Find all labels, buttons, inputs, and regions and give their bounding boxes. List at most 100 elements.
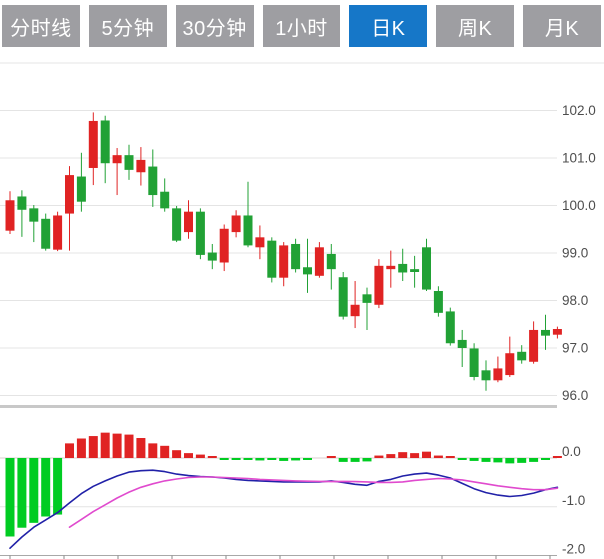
candle-body [112,155,122,164]
dea-line [68,476,559,529]
macd-histogram-bar [469,458,479,461]
candle-body [243,215,253,246]
candle-body [517,351,527,361]
macd-histogram-bar [433,455,443,458]
tab-timeframe-1[interactable]: 5分钟 [88,5,167,47]
tab-timeframe-0[interactable]: 分时线 [2,5,80,47]
candle-body [29,208,39,222]
macd-histogram-bar [124,434,134,458]
macd-histogram-bar [517,458,527,463]
candle-body [481,370,491,381]
candle-body [184,211,193,233]
candle-body [338,277,348,317]
candle-body [493,368,503,381]
candle-body [53,215,63,250]
macd-histogram-bar [100,432,110,458]
macd-histogram-bar [65,443,74,458]
candle-body [362,294,372,303]
candle-body [410,269,420,272]
macd-histogram-bar [493,458,503,463]
candle-body [207,252,217,261]
macd-histogram-bar [457,458,467,460]
dif-line [9,469,559,550]
tab-timeframe-6[interactable]: 月K [523,5,602,47]
candle-body [541,329,550,336]
tab-timeframe-3[interactable]: 1小时 [262,5,341,47]
macd-histogram-bar [53,458,63,515]
macd-histogram-bar [386,454,396,458]
macd-histogram-bar [88,436,98,458]
macd-histogram-bar [29,458,39,523]
candle-body [457,339,467,348]
macd-histogram-bar [136,438,146,458]
y-axis-label-macd: -2.0 [562,542,585,557]
candle-body [433,291,443,313]
macd-histogram-bar [445,456,455,458]
macd-histogram-bar [195,454,205,458]
macd-histogram-bar [326,456,336,458]
macd-histogram-bar [184,453,193,458]
macd-histogram-bar [243,458,253,460]
macd-histogram-bar [422,451,431,458]
candle-body [552,329,562,335]
macd-histogram-bar [267,458,277,460]
macd-histogram-bar [398,452,408,458]
macd-histogram-bar [41,458,51,517]
candle-body [326,253,336,270]
candle-body [445,311,455,344]
y-axis-label-price: 98.0 [562,293,588,308]
candle-body [303,267,312,275]
candle-body [374,265,384,305]
candle-body [65,175,74,214]
tab-timeframe-2[interactable]: 30分钟 [175,5,254,47]
macd-histogram-bar [552,456,562,458]
tab-timeframe-5[interactable]: 周K [436,5,515,47]
y-axis-label-price: 102.0 [562,103,596,118]
y-axis-label-price: 99.0 [562,246,588,261]
macd-histogram-bar [291,458,301,461]
timeframe-tabbar: 分时线 5分钟 30分钟 1小时 日K 周K 月K [2,5,602,47]
macd-histogram-bar [148,443,158,458]
y-axis-label-price: 97.0 [562,341,588,356]
candle-body [5,200,15,231]
candle-body [195,211,205,255]
candle-body [386,265,396,270]
macd-histogram-bar [255,458,265,461]
candle-body [314,247,324,276]
macd-histogram-bar [481,458,491,462]
candle-body [100,120,110,164]
tab-timeframe-4[interactable]: 日K [349,5,428,47]
candle-body [231,215,241,233]
y-axis-label-price: 101.0 [562,151,596,166]
macd-histogram-bar [231,458,241,460]
y-axis-label-macd: 0.0 [562,444,581,459]
candle-body [279,245,289,278]
y-axis-label-macd: -1.0 [562,493,585,508]
macd-histogram-bar [279,458,289,461]
candle-body [148,166,158,196]
macd-histogram-bar [541,458,550,460]
macd-histogram-bar [5,458,15,537]
panel-separator [0,405,557,408]
candle-body [350,304,360,317]
candle-body [17,196,27,210]
candle-body [76,176,86,202]
macd-histogram-bar [17,458,27,528]
y-axis-label-price: 100.0 [562,198,596,213]
macd-histogram-bar [207,456,217,458]
macd-histogram-bar [338,458,348,462]
candle-body [160,191,170,209]
macd-histogram-bar [219,458,229,460]
candle-body [219,228,229,263]
candle-body [529,329,539,362]
candle-body [422,247,431,290]
macd-histogram-bar [303,458,312,460]
macd-histogram-bar [172,450,182,458]
candle-body [291,243,301,270]
macd-histogram-bar [529,458,539,462]
candle-body [88,120,98,168]
macd-histogram-bar [505,458,515,464]
candle-body [136,159,146,173]
y-axis-label-price: 96.0 [562,388,588,403]
